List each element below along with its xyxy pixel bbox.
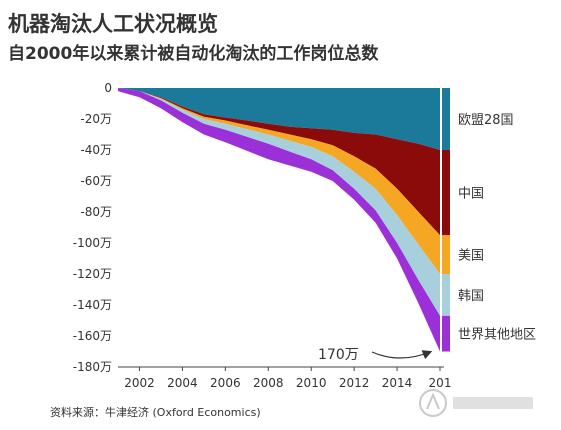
x-tick-label: 2002 (124, 376, 155, 390)
legend-label-4: 世界其他地区 (458, 328, 536, 343)
x-tick-label: 2006 (210, 376, 241, 390)
x-tick-label: 2008 (253, 376, 284, 390)
y-axis: 0 -20万 -40万 -60万 -80万 -100万 -120万 -140万 -160万 -18… (73, 81, 112, 374)
area-series-4 (118, 88, 440, 352)
area-series-1 (118, 88, 440, 236)
x-tick-label: 2014 (382, 376, 413, 390)
area-series-0 (118, 88, 440, 150)
total-annotation: 170万 (318, 347, 433, 363)
x-tick-label: 2004 (167, 376, 198, 390)
area-series-group (118, 88, 440, 352)
page-subtitle: 自2000年以来累计被自动化淘汰的工作岗位总数 (8, 44, 379, 64)
legend-label-3: 韩国 (458, 289, 484, 304)
page-title: 机器淘汰人工状况概览 (8, 12, 218, 36)
legend-swatch-4 (442, 315, 450, 352)
y-tick-label: -60万 (80, 174, 112, 188)
legend-label-0: 欧盟28国 (458, 113, 514, 128)
x-tick-label: 2010 (296, 376, 327, 390)
x-axis: 2002 2004 2006 2008 2010 2012 2014 201 (118, 366, 452, 390)
legend-swatch-3 (442, 274, 450, 316)
source-note: 资料来源：牛津经济 (Oxford Economics) (50, 406, 261, 419)
y-tick-label: -100万 (73, 236, 112, 250)
y-tick-label: -40万 (80, 143, 112, 157)
area-series-3 (118, 88, 440, 316)
annotation-arrow (371, 350, 433, 360)
total-annotation-label: 170万 (318, 347, 359, 363)
x-tick-label: 201 (429, 376, 452, 390)
legend-label-1: 中国 (458, 187, 484, 202)
y-tick-label: -80万 (80, 205, 112, 219)
stacked-area-chart: 0 -20万 -40万 -60万 -80万 -100万 -120万 -140万 -160万 -18… (73, 81, 536, 390)
y-tick-label: -160万 (73, 329, 112, 343)
legend-label-2: 美国 (458, 249, 484, 264)
y-tick-label: -120万 (73, 267, 112, 281)
legend-swatch-2 (442, 235, 450, 274)
legend-swatch-0 (442, 88, 450, 150)
y-tick-label: 0 (104, 81, 112, 95)
watermark-logo (417, 385, 547, 425)
y-tick-label: -140万 (73, 298, 112, 312)
area-series-2 (118, 88, 440, 274)
legend-swatch-1 (442, 150, 450, 236)
y-tick-label: -20万 (80, 112, 112, 126)
x-tick-label: 2012 (339, 376, 370, 390)
y-tick-label: -180万 (73, 360, 112, 374)
